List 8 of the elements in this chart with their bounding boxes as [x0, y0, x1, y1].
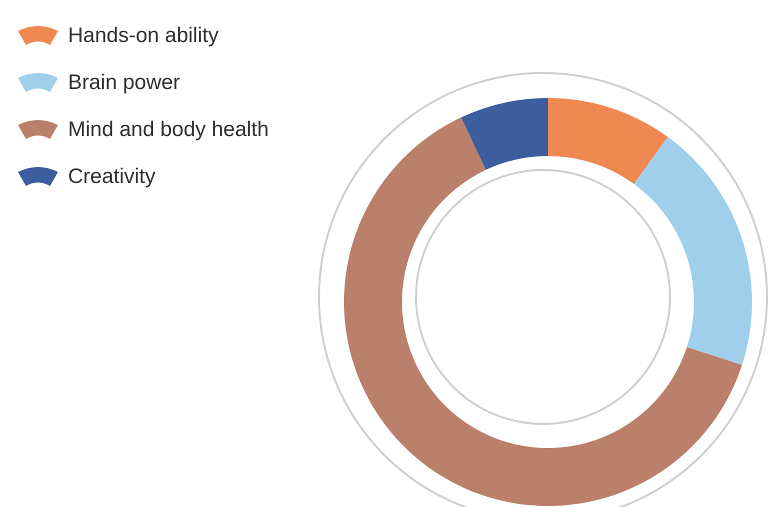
donut-slice: [461, 98, 548, 170]
donut-slice: [344, 117, 742, 506]
legend-label: Hands-on ability: [68, 24, 219, 48]
legend-label: Mind and body health: [68, 118, 269, 142]
legend-label: Creativity: [68, 164, 156, 188]
legend-label: Brain power: [68, 70, 180, 94]
donut-slice: [548, 98, 668, 184]
donut-slice: [634, 136, 752, 366]
